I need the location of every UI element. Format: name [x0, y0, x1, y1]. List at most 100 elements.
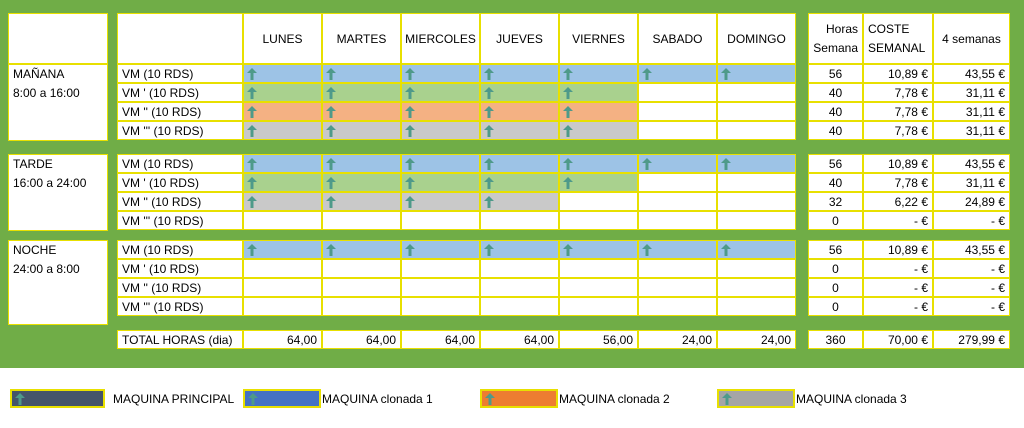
day-cell[interactable] — [480, 83, 559, 102]
day-cell[interactable] — [559, 297, 638, 316]
day-cell[interactable] — [638, 121, 717, 140]
day-cell[interactable] — [401, 278, 480, 297]
day-cell[interactable] — [480, 173, 559, 192]
day-cell[interactable] — [401, 102, 480, 121]
day-cell[interactable] — [717, 121, 796, 140]
day-cell[interactable] — [401, 211, 480, 230]
day-cell[interactable] — [480, 240, 559, 259]
day-cell[interactable] — [322, 173, 401, 192]
day-cell[interactable] — [559, 211, 638, 230]
day-cell[interactable] — [322, 154, 401, 173]
day-cell[interactable] — [322, 83, 401, 102]
arrow-up-icon — [248, 392, 258, 405]
day-cell[interactable] — [243, 64, 322, 83]
day-cell[interactable] — [401, 121, 480, 140]
day-cell[interactable] — [322, 259, 401, 278]
horas-cell: 0 — [808, 211, 863, 230]
day-cell[interactable] — [480, 154, 559, 173]
day-cell[interactable] — [480, 211, 559, 230]
day-cell[interactable] — [559, 259, 638, 278]
day-cell[interactable] — [480, 297, 559, 316]
day-cell[interactable] — [559, 154, 638, 173]
coste-header-line: COSTE — [868, 21, 910, 36]
day-cell[interactable] — [243, 173, 322, 192]
day-cell[interactable] — [401, 173, 480, 192]
day-cell[interactable] — [717, 240, 796, 259]
arrow-up-icon — [326, 67, 336, 80]
horas-header-line: Horas — [825, 21, 858, 36]
day-cell[interactable] — [322, 192, 401, 211]
day-cell[interactable] — [322, 102, 401, 121]
day-cell[interactable] — [480, 192, 559, 211]
day-cell[interactable] — [559, 121, 638, 140]
day-cell[interactable] — [559, 192, 638, 211]
day-cell[interactable] — [559, 64, 638, 83]
day-cell[interactable] — [243, 278, 322, 297]
arrow-up-icon — [484, 176, 494, 189]
day-cell[interactable] — [401, 192, 480, 211]
day-cell[interactable] — [638, 83, 717, 102]
day-cell[interactable] — [243, 83, 322, 102]
legend-label: MAQUINA clonada 2 — [559, 392, 670, 406]
day-cell[interactable] — [638, 192, 717, 211]
day-cell[interactable] — [243, 211, 322, 230]
day-cell[interactable] — [559, 83, 638, 102]
day-cell[interactable] — [559, 278, 638, 297]
day-cell[interactable] — [638, 240, 717, 259]
day-cell[interactable] — [638, 278, 717, 297]
day-cell[interactable] — [717, 211, 796, 230]
day-cell[interactable] — [559, 240, 638, 259]
day-cell[interactable] — [638, 64, 717, 83]
day-cell[interactable] — [638, 259, 717, 278]
day-cell[interactable] — [717, 192, 796, 211]
arrow-up-icon — [326, 176, 336, 189]
day-cell[interactable] — [559, 102, 638, 121]
day-cell[interactable] — [717, 64, 796, 83]
day-cell[interactable] — [401, 297, 480, 316]
vm-label: VM '' (10 RDS) — [117, 278, 243, 297]
day-cell[interactable] — [243, 259, 322, 278]
day-cell[interactable] — [243, 154, 322, 173]
shift-time: 24:00 a 8:00 — [13, 262, 80, 276]
day-cell[interactable] — [717, 297, 796, 316]
day-cell[interactable] — [322, 278, 401, 297]
total-day-cell: 64,00 — [401, 330, 480, 349]
arrow-up-icon — [563, 124, 573, 137]
day-cell[interactable] — [717, 83, 796, 102]
day-cell[interactable] — [322, 64, 401, 83]
day-cell[interactable] — [717, 259, 796, 278]
day-cell[interactable] — [717, 102, 796, 121]
day-cell[interactable] — [322, 240, 401, 259]
day-cell[interactable] — [717, 154, 796, 173]
day-cell[interactable] — [480, 121, 559, 140]
day-cell[interactable] — [717, 278, 796, 297]
arrow-up-icon — [563, 243, 573, 256]
day-cell[interactable] — [638, 173, 717, 192]
day-cell[interactable] — [480, 102, 559, 121]
day-cell[interactable] — [243, 102, 322, 121]
day-cell[interactable] — [480, 278, 559, 297]
day-cell[interactable] — [638, 211, 717, 230]
day-cell[interactable] — [322, 121, 401, 140]
day-cell[interactable] — [717, 173, 796, 192]
day-cell[interactable] — [480, 259, 559, 278]
coste-cell: - € — [863, 211, 933, 230]
day-cell[interactable] — [480, 64, 559, 83]
day-cell[interactable] — [243, 240, 322, 259]
day-cell[interactable] — [401, 83, 480, 102]
coste-cell: 7,78 € — [863, 173, 933, 192]
day-cell[interactable] — [243, 192, 322, 211]
day-cell[interactable] — [322, 297, 401, 316]
day-cell[interactable] — [638, 102, 717, 121]
day-cell[interactable] — [638, 154, 717, 173]
day-cell[interactable] — [638, 297, 717, 316]
day-cell[interactable] — [243, 121, 322, 140]
day-cell[interactable] — [322, 211, 401, 230]
day-cell[interactable] — [401, 240, 480, 259]
semanas-cell: 24,89 € — [933, 192, 1010, 211]
day-cell[interactable] — [401, 259, 480, 278]
day-cell[interactable] — [401, 64, 480, 83]
day-cell[interactable] — [559, 173, 638, 192]
day-cell[interactable] — [401, 154, 480, 173]
day-cell[interactable] — [243, 297, 322, 316]
